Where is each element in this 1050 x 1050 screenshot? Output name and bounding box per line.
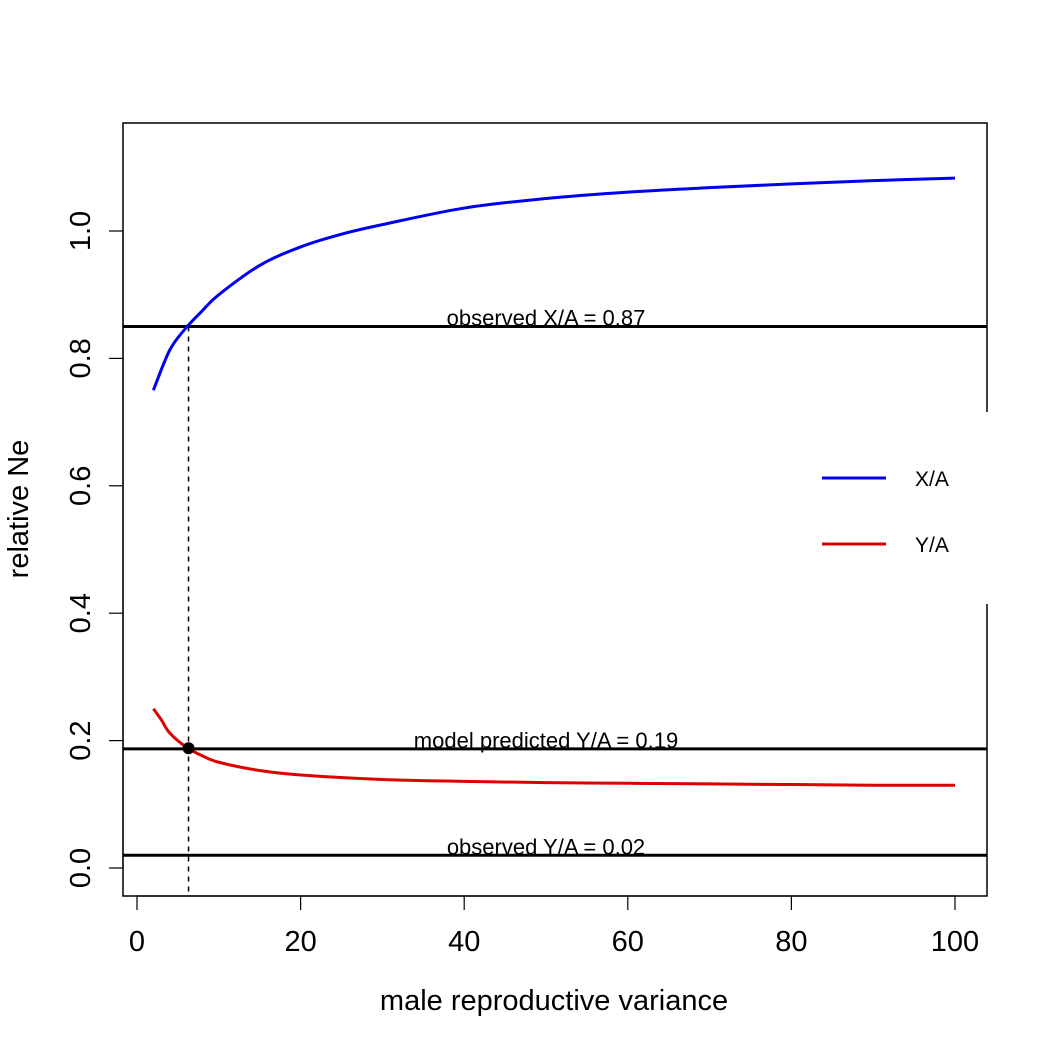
- reference-line-label: model predicted Y/A = 0.19: [414, 728, 678, 753]
- y-tick-label: 0.6: [65, 466, 97, 506]
- reference-line-label: observed X/A = 0.87: [447, 306, 646, 331]
- x-tick-label: 60: [612, 926, 644, 958]
- series-lines: [151, 176, 956, 787]
- legend-label: X/A: [915, 468, 949, 491]
- x-tick-label: 20: [284, 926, 316, 958]
- y-tick-label: 0.2: [65, 720, 97, 760]
- intersection-point: [182, 742, 195, 755]
- x-axis-title: male reproductive variance: [380, 985, 728, 1017]
- reference-line-label: observed Y/A = 0.02: [447, 834, 645, 859]
- y-tick-label: 1.0: [65, 211, 97, 251]
- x-tick-label: 80: [775, 926, 807, 958]
- y-tick-label: 0.4: [65, 593, 97, 633]
- legend-box: [800, 412, 988, 604]
- x-tick-label: 100: [931, 926, 979, 958]
- legend: X/A Y/A: [822, 468, 949, 557]
- x-axis: 0 20 40 60 80 100: [129, 895, 979, 958]
- y-tick-label: 0.8: [65, 338, 97, 378]
- series-line-1: [152, 707, 956, 787]
- x-tick-label: 40: [448, 926, 480, 958]
- x-tick-label: 0: [129, 926, 145, 958]
- legend-label: Y/A: [915, 534, 949, 557]
- y-axis-title: relative Ne: [3, 440, 35, 579]
- reference-lines: observed X/A = 0.87 model predicted Y/A =…: [123, 306, 987, 859]
- series-line-0: [151, 176, 956, 391]
- y-tick-label: 0.0: [65, 848, 97, 888]
- y-axis: 0.0 0.2 0.4 0.6 0.8 1.0: [65, 211, 124, 888]
